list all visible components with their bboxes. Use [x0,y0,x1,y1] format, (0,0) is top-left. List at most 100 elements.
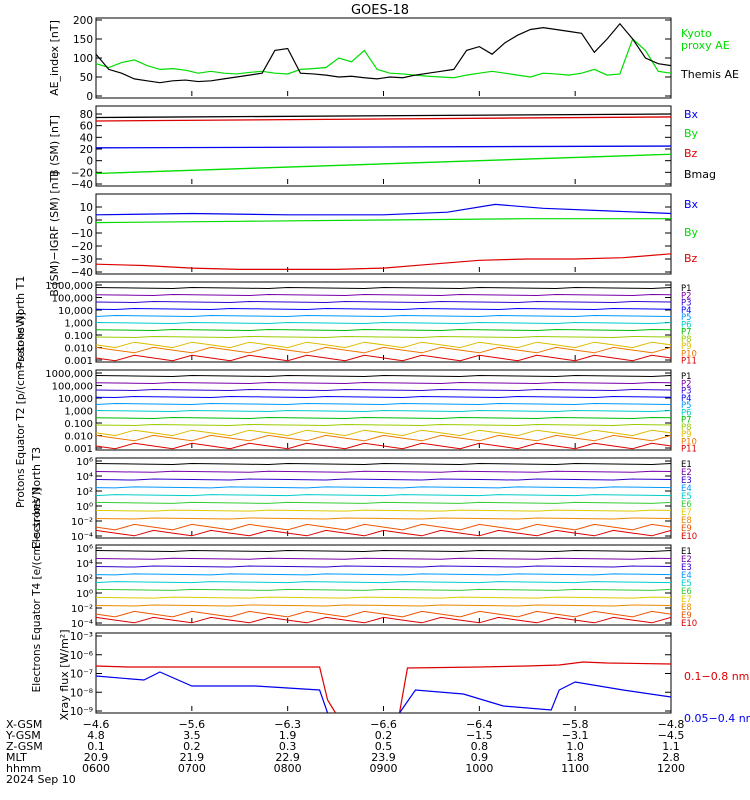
channel-line-p1 [95,374,672,378]
legend-e5: E5 [681,492,692,502]
legend-p4: P4 [681,394,692,404]
legend-e9: E9 [681,524,692,534]
legend-e2: E2 [681,555,692,565]
channel-line-e4 [95,486,672,489]
legend-p5: P5 [681,313,692,323]
x-axis-xgsm-value: −5.6 [178,718,205,731]
legend-e3: E3 [681,563,692,573]
series-line-bx [95,203,672,216]
legend-proxy-ae: proxy AE [681,39,730,52]
legend-e4: E4 [681,571,692,581]
y-tick-label: 10⁻⁴ [71,532,93,543]
legend-p7: P7 [681,328,692,338]
y-tick-label: 100 [73,53,93,65]
x-axis-hhmm-value: 0600 [82,762,110,775]
legend-bx: Bx [684,198,699,211]
x-axis-ygsm-value: 0.2 [375,729,393,742]
x-axis-hhmm-value: 0700 [178,762,206,775]
y-tick-label: 40 [80,132,93,144]
channel-line-p4 [95,307,672,311]
x-axis-xgsm-value: −4.8 [658,718,685,731]
row-label-ygsm: Y-GSM [5,729,41,742]
x-axis-xgsm-value: −5.8 [562,718,589,731]
legend-p10: P10 [681,437,697,447]
legend-p4: P4 [681,306,692,316]
legend-e7: E7 [681,508,692,518]
legend-e8: E8 [681,603,692,613]
y-tick-label: 1000,000 [45,281,93,292]
y-tick-label: 0 [86,156,93,168]
legend-themis-ae: Themis AE [680,68,739,81]
y-tick-label: 0.001 [64,356,93,367]
y-tick-label: 0 [86,91,93,103]
channel-line-p10 [95,346,672,354]
x-axis-xgsm-value: −6.6 [370,718,397,731]
y-tick-label: 10⁶ [76,544,93,555]
panel-frame [95,193,672,275]
x-axis-zgsm-value: 0.1 [87,740,105,753]
legend-p2: P2 [681,379,692,389]
ylabel-electrons-t4: Electrons Equator T4 [e/(cm²-s-sr-keV)] [31,488,43,693]
legend-e1: E1 [681,460,692,470]
y-tick-label: −40 [71,267,93,279]
channel-line-p1 [95,286,672,290]
y-tick-label: −30 [71,254,93,266]
series-line-bz [95,253,672,270]
legend-p6: P6 [681,320,692,330]
panel-frame [95,105,672,187]
channel-line-p5 [95,402,672,406]
y-tick-label: 10,000 [58,394,93,405]
x-axis-ygsm-value: −1.5 [466,729,493,742]
legend-p1: P1 [681,372,692,382]
series-line-xray-short [95,671,329,714]
channel-line-p3 [95,300,672,304]
legend-xray-long: 0.1−0.8 nm [684,670,749,683]
legend-p3: P3 [681,299,692,309]
y-tick-label: 100,000 [52,294,93,305]
ylabel-b-sm: B (SM) [nT] [48,115,61,177]
x-axis-zgsm-value: 0.8 [471,740,489,753]
y-tick-label: 10⁰ [76,589,93,600]
x-axis-mlt-value: 0.9 [471,751,489,764]
ylabel-protons-t2: Protons Equator T2 [p/(cm²-s-sr-keV)] [15,312,27,508]
channel-line-e1 [95,462,672,466]
legend-e9: E9 [681,611,692,621]
x-axis-zgsm-value: 0.2 [183,740,201,753]
y-tick-label: 10⁻² [71,604,93,615]
x-axis-zgsm-value: 0.5 [375,740,393,753]
channel-line-e9 [95,523,672,531]
channel-line-e3 [95,478,672,481]
channel-line-e10 [95,529,672,537]
channel-line-p3 [95,388,672,392]
channel-line-p10 [95,434,672,442]
legend-p2: P2 [681,291,692,301]
legend-e10: E10 [681,532,697,542]
x-axis-ygsm-value: −3.1 [562,729,589,742]
legend-xray-short: 0.05−0.4 nm [684,712,750,725]
channel-line-e2 [95,557,672,560]
channel-line-p7 [95,328,672,332]
legend-by: By [684,127,699,140]
channel-line-e8 [95,517,672,520]
panel-xray: 10⁻³ 10⁻⁶ 10⁻⁷ 10⁻⁸ 10⁻⁹ Xray flux [W/m²] 0.… [58,629,750,725]
y-tick-label: 20 [80,144,93,156]
y-tick-label: −40 [71,179,93,191]
y-tick-label: 200 [73,15,93,27]
x-axis-mlt-value: 1.8 [566,751,584,764]
y-tick-label: 10⁻⁹ [70,706,93,718]
series-line-kyoto-proxy-ae [95,37,672,79]
legend-bz: Bz [684,147,698,160]
ylabel-b-igrf: B (SM)−IGRF (SM) [nT] [48,171,61,296]
series-line-bmag [95,113,672,119]
channel-line-e7 [95,596,672,599]
series-line-xray-long [95,665,337,714]
channel-line-e3 [95,565,672,568]
y-tick-label: 10⁶ [76,457,93,468]
y-tick-label: 0.100 [64,419,93,430]
y-tick-label: 100,000 [52,382,93,393]
row-label-hhmm: hhmm [6,762,41,775]
y-tick-label: −10 [71,228,93,240]
legend-p11: P11 [681,445,697,455]
legend-p5: P5 [681,401,692,411]
